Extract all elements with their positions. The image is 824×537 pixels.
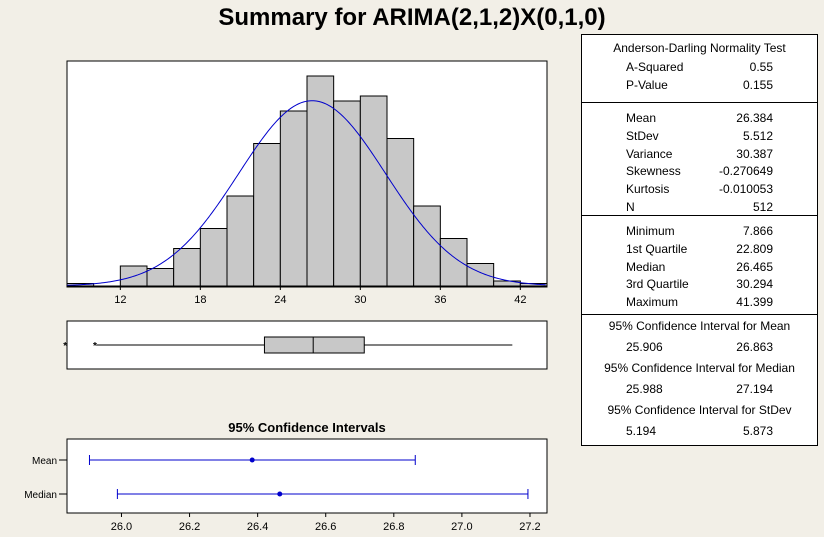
histogram-bar xyxy=(173,248,201,287)
page-title: Summary for ARIMA(2,1,2)X(0,1,0) xyxy=(218,4,606,31)
histogram-bar xyxy=(386,138,415,287)
ci-header: 95% Confidence Interval for Median xyxy=(604,361,795,375)
ci-frame xyxy=(66,438,548,514)
stat-value: -0.270649 xyxy=(718,164,773,179)
boxplot-frame xyxy=(66,320,548,370)
histogram-bar xyxy=(333,100,361,287)
histogram-bar xyxy=(359,95,388,287)
ci-x-tick-label: 27.2 xyxy=(519,521,540,533)
ci-high-value: 26.863 xyxy=(736,340,773,354)
boxplot-outlier: * xyxy=(93,341,97,352)
stat-row: Median 26.465 xyxy=(582,259,817,277)
stat-label: 3rd Quartile xyxy=(626,277,689,292)
stat-label: Kurtosis xyxy=(626,182,670,197)
stat-row: N 512 xyxy=(582,199,817,217)
histogram-bar xyxy=(279,110,308,287)
ci-values-row: 25.906 26.863 xyxy=(582,337,817,357)
histogram-frame xyxy=(66,60,548,288)
stat-value: 26.465 xyxy=(736,259,773,274)
histogram-bar xyxy=(466,263,495,287)
stat-row: Skewness -0.270649 xyxy=(582,163,817,181)
stat-row: 1st Quartile 22.809 xyxy=(582,241,817,259)
histogram-x-tick-label: 18 xyxy=(194,294,206,306)
stat-row: 3rd Quartile 30.294 xyxy=(582,276,817,294)
ci-x-tick-label: 27.0 xyxy=(451,521,472,533)
ci-low-value: 5.194 xyxy=(626,424,657,438)
stat-label: 1st Quartile xyxy=(626,241,688,256)
boxplot-box xyxy=(263,336,365,354)
ci-header: 95% Confidence Interval for StDev xyxy=(607,403,792,417)
normal-fit-curve xyxy=(66,100,546,286)
histogram-x-tick-label: 24 xyxy=(274,294,286,306)
ci-low-value: 25.906 xyxy=(626,340,663,354)
stat-label: A-Squared xyxy=(626,60,684,74)
ci-x-tick-label: 26.0 xyxy=(111,521,132,533)
stat-row: A-Squared 0.55 xyxy=(582,59,817,77)
ci-row-label: Mean xyxy=(32,456,57,467)
summary-stats-panel: Anderson-Darling Normality Test A-Square… xyxy=(581,34,818,446)
stat-label: StDev xyxy=(626,128,659,143)
ci-values-row: 5.194 5.873 xyxy=(582,421,817,441)
ad-test-header: Anderson-Darling Normality Test xyxy=(613,41,786,55)
stat-value: 26.384 xyxy=(736,111,773,125)
histogram-bar xyxy=(439,238,468,287)
stat-value: 30.294 xyxy=(736,277,773,292)
histogram-bar xyxy=(413,205,441,287)
stat-row: Kurtosis -0.010053 xyxy=(582,181,817,199)
histogram-bar xyxy=(66,283,95,287)
stat-label: Maximum xyxy=(626,295,679,310)
stat-value: 512 xyxy=(752,199,773,214)
ci-estimate-point xyxy=(277,491,283,497)
ci-row-label: Median xyxy=(24,490,57,501)
stat-row: StDev 5.512 xyxy=(582,128,817,146)
stat-row: P-Value 0.155 xyxy=(582,77,817,95)
stat-row: Variance 30.387 xyxy=(582,146,817,164)
histogram-bar xyxy=(306,75,335,287)
ci-header: 95% Confidence Interval for Mean xyxy=(608,319,791,333)
ci-high-value: 27.194 xyxy=(736,382,773,396)
stat-label: Mean xyxy=(626,111,657,125)
histogram-x-tick-label: 36 xyxy=(434,294,446,306)
ci-x-tick-label: 26.2 xyxy=(179,521,200,533)
histogram-x-tick-label: 30 xyxy=(354,294,366,306)
stat-label: Skewness xyxy=(626,164,681,179)
histogram-x-tick-label: 42 xyxy=(514,294,526,306)
stat-label: Variance xyxy=(626,146,673,161)
histogram-bar xyxy=(519,283,548,287)
ci-x-tick-label: 26.6 xyxy=(315,521,336,533)
stat-label: Median xyxy=(626,259,666,274)
ci-chart-title: 95% Confidence Intervals xyxy=(228,420,386,435)
stat-row: Mean 26.384 xyxy=(582,110,817,128)
stat-label: P-Value xyxy=(626,77,668,92)
stat-label: Minimum xyxy=(626,224,675,238)
stat-value: 41.399 xyxy=(736,295,773,310)
histogram-bar xyxy=(226,195,255,287)
ci-estimate-point xyxy=(249,457,255,463)
histogram-bar xyxy=(493,280,521,287)
stat-row: Minimum 7.866 xyxy=(582,223,817,241)
histogram-bar xyxy=(119,265,148,287)
stat-row: Maximum 41.399 xyxy=(582,294,817,312)
ci-x-tick-label: 26.4 xyxy=(247,521,268,533)
ci-x-tick-label: 26.8 xyxy=(383,521,404,533)
stat-value: 22.809 xyxy=(736,241,773,256)
stat-label: N xyxy=(626,199,635,214)
ci-low-value: 25.988 xyxy=(626,382,663,396)
stat-value: 5.512 xyxy=(742,128,773,143)
histogram-bar xyxy=(199,228,228,287)
histogram-x-tick-label: 12 xyxy=(114,294,126,306)
ci-values-row: 25.988 27.194 xyxy=(582,379,817,399)
stat-value: 0.55 xyxy=(749,60,773,74)
boxplot-outlier: * xyxy=(63,341,67,352)
ci-high-value: 5.873 xyxy=(742,424,773,438)
histogram-bar xyxy=(253,143,281,287)
histogram-bar xyxy=(146,268,175,287)
stat-value: 30.387 xyxy=(736,146,773,161)
stat-value: 7.866 xyxy=(742,224,773,238)
stat-value: 0.155 xyxy=(742,77,773,92)
stat-value: -0.010053 xyxy=(718,182,773,197)
